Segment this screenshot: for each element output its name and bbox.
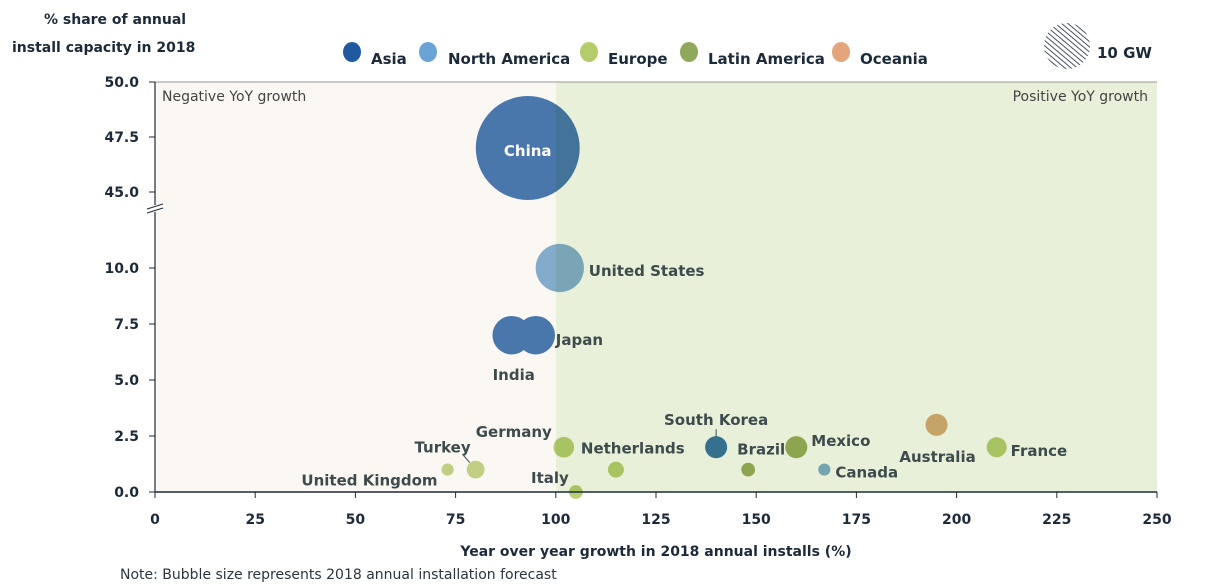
point-label: Canada xyxy=(835,464,898,482)
point-label: Germany xyxy=(476,423,552,441)
axis-break-mark xyxy=(146,203,164,210)
y-tick-label: 5.0 xyxy=(114,373,139,389)
axis-break-mark xyxy=(146,207,164,214)
y-tick-label: 45.0 xyxy=(104,185,139,201)
y-tick-label: 7.5 xyxy=(114,317,139,333)
region-label: Positive YoY growth xyxy=(1013,89,1148,105)
x-tick-label: 125 xyxy=(641,512,670,528)
y-tick-label: 10.0 xyxy=(104,261,139,277)
point-label: Turkey xyxy=(414,439,470,457)
chart-note: Note: Bubble size represents 2018 annual… xyxy=(120,567,557,583)
y-tick-label: 50.0 xyxy=(104,75,139,91)
x-axis-title: Year over year growth in 2018 annual ins… xyxy=(459,544,851,560)
point-label: Brazil xyxy=(737,441,785,459)
axis-break-gap xyxy=(147,205,163,212)
point-label: France xyxy=(1011,442,1068,460)
legend-swatch-europe xyxy=(580,42,598,62)
point-label: South Korea xyxy=(664,411,768,429)
region-label: Negative YoY growth xyxy=(162,89,306,105)
y-tick-label: 2.5 xyxy=(114,429,139,445)
x-tick-label: 0 xyxy=(150,512,160,528)
x-tick-label: 100 xyxy=(541,512,570,528)
x-tick-label: 225 xyxy=(1042,512,1071,528)
point-label: Australia xyxy=(899,448,975,466)
x-tick-label: 200 xyxy=(942,512,971,528)
y-tick-label: 47.5 xyxy=(104,130,139,146)
point-label: Japan xyxy=(555,331,603,349)
point-label: China xyxy=(504,142,552,160)
legend-label: Latin America xyxy=(708,50,825,68)
legend-label: Oceania xyxy=(860,50,928,68)
point-label: Mexico xyxy=(811,432,870,450)
leader-line xyxy=(463,455,471,463)
y-axis-title-line2: install capacity in 2018 xyxy=(12,40,195,56)
x-tick-label: 175 xyxy=(842,512,871,528)
point-label: India xyxy=(493,366,535,384)
region-positive xyxy=(555,82,1157,492)
point-label: United States xyxy=(589,262,705,280)
x-tick-label: 250 xyxy=(1142,512,1171,528)
point-label: United Kingdom xyxy=(301,472,437,490)
size-reference-label: 10 GW xyxy=(1097,44,1152,62)
y-tick-label: 0.0 xyxy=(114,485,139,501)
y-axis-title-line1: % share of annual xyxy=(44,12,186,28)
point-label: Netherlands xyxy=(581,440,685,458)
point-label: Italy xyxy=(531,469,569,487)
size-reference-bubble xyxy=(1044,23,1090,69)
legend-label: Asia xyxy=(371,50,407,68)
x-tick-label: 25 xyxy=(245,512,264,528)
x-tick-label: 50 xyxy=(346,512,366,528)
region-negative xyxy=(155,82,556,492)
x-tick-label: 75 xyxy=(446,512,465,528)
x-tick-label: 150 xyxy=(742,512,771,528)
legend-label: Europe xyxy=(608,50,668,68)
legend-swatch-latin-america xyxy=(680,42,698,62)
legend-swatch-asia xyxy=(343,42,361,62)
legend-label: North America xyxy=(448,50,570,68)
legend-swatch-oceania xyxy=(832,42,850,62)
legend-swatch-north-america xyxy=(419,42,437,62)
